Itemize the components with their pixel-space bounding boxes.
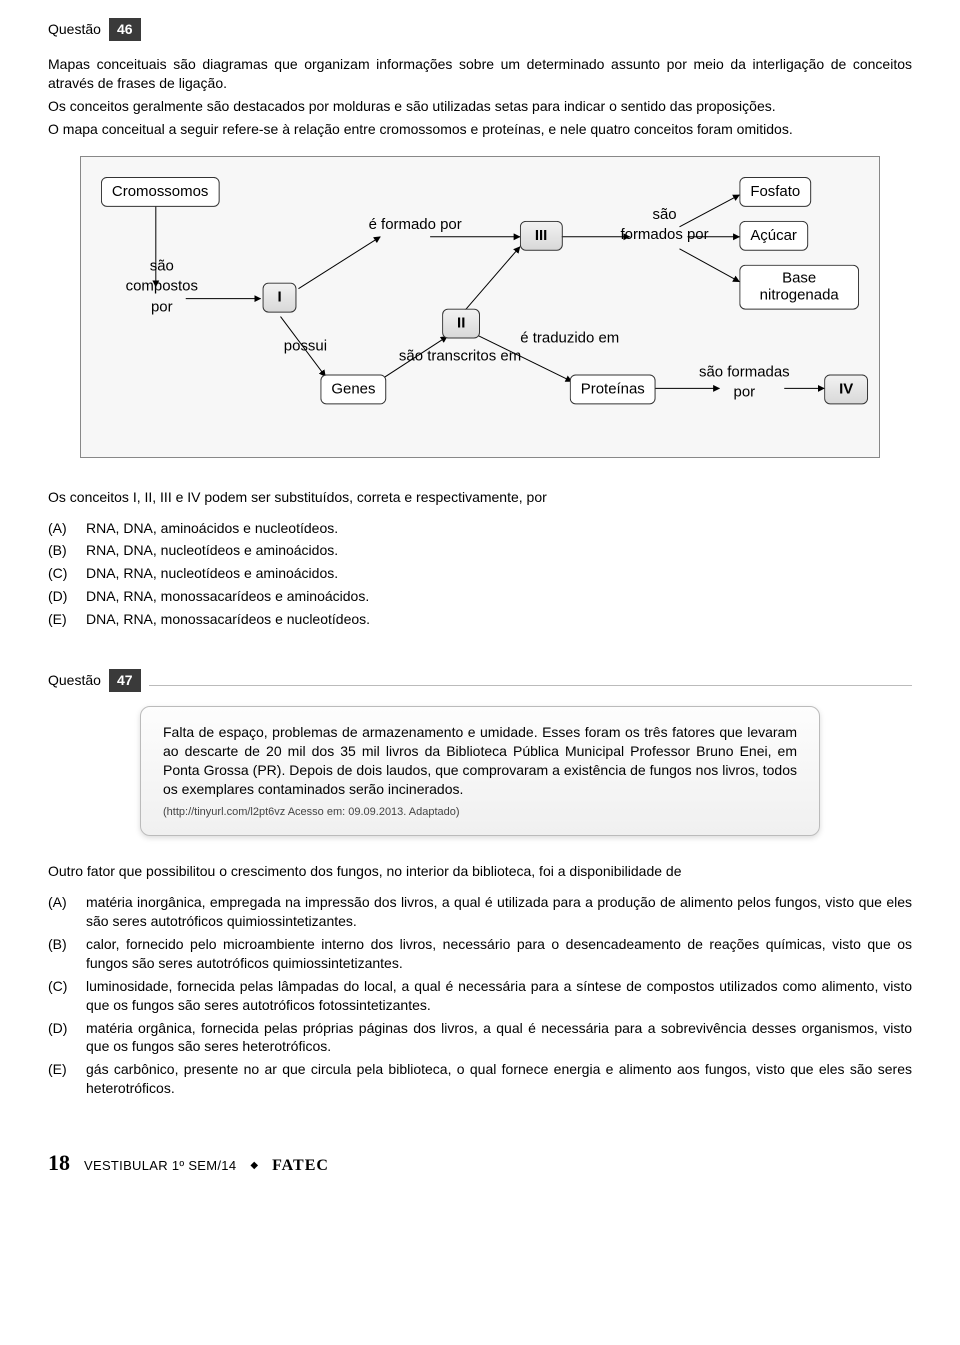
node-base: Base nitrogenada bbox=[739, 265, 859, 309]
node-proteinas: Proteínas bbox=[570, 375, 656, 405]
node-genes: Genes bbox=[320, 375, 386, 405]
node-III: III bbox=[520, 221, 562, 251]
footer-text: VESTIBULAR 1º SEM/14 bbox=[84, 1157, 236, 1175]
node-IV: IV bbox=[824, 375, 868, 405]
option-letter: (E) bbox=[48, 610, 76, 629]
option-text: matéria inorgânica, empregada na impress… bbox=[86, 893, 912, 931]
option-text: calor, fornecido pelo microambiente inte… bbox=[86, 935, 912, 973]
option-letter: (C) bbox=[48, 977, 76, 1015]
question-header-47: Questão 47 bbox=[48, 669, 912, 692]
question-47-prompt: Outro fator que possibilitou o crescimen… bbox=[48, 862, 912, 881]
question-46-prompt: Os conceitos I, II, III e IV podem ser s… bbox=[48, 488, 912, 507]
option-letter: (D) bbox=[48, 587, 76, 606]
edge-traduzido: é traduzido em bbox=[500, 329, 640, 349]
question-47-quote: Falta de espaço, problemas de armazename… bbox=[140, 706, 820, 836]
quote-source: (http://tinyurl.com/l2pt6vz Acesso em: 0… bbox=[163, 805, 797, 820]
node-fosfato: Fosfato bbox=[739, 177, 811, 207]
option-letter: (E) bbox=[48, 1060, 76, 1098]
question-number: 47 bbox=[109, 669, 141, 692]
page-footer: 18 VESTIBULAR 1º SEM/14 ◆ FATEC bbox=[48, 1148, 912, 1178]
option-text: luminosidade, fornecida pelas lâmpadas d… bbox=[86, 977, 912, 1015]
question-46-stem: Mapas conceituais são diagramas que orga… bbox=[48, 55, 912, 139]
option-text: RNA, DNA, aminoácidos e nucleotídeos. bbox=[86, 519, 912, 538]
option-text: DNA, RNA, nucleotídeos e aminoácidos. bbox=[86, 564, 912, 583]
node-II: II bbox=[442, 309, 480, 339]
option-row: (E) gás carbônico, presente no ar que cir… bbox=[48, 1060, 912, 1098]
edge-formado: é formado por bbox=[350, 215, 480, 235]
quote-text: Falta de espaço, problemas de armazename… bbox=[163, 723, 797, 799]
option-text: matéria orgânica, fornecida pelas própri… bbox=[86, 1019, 912, 1057]
option-row: (D) DNA, RNA, monossacarídeos e aminoácid… bbox=[48, 587, 912, 606]
option-row: (A) matéria inorgânica, empregada na impr… bbox=[48, 893, 912, 931]
option-row: (B) RNA, DNA, nucleotídeos e aminoácidos. bbox=[48, 541, 912, 560]
option-letter: (A) bbox=[48, 893, 76, 931]
stem-line: O mapa conceitual a seguir refere-se à r… bbox=[48, 120, 912, 139]
option-row: (A) RNA, DNA, aminoácidos e nucleotídeos. bbox=[48, 519, 912, 538]
option-row: (E) DNA, RNA, monossacarídeos e nucleotíd… bbox=[48, 610, 912, 629]
footer-diamond-icon: ◆ bbox=[250, 1159, 258, 1173]
option-text: DNA, RNA, monossacarídeos e nucleotídeos… bbox=[86, 610, 912, 629]
question-label: Questão bbox=[48, 20, 101, 39]
question-label: Questão bbox=[48, 671, 101, 690]
option-text: DNA, RNA, monossacarídeos e aminoácidos. bbox=[86, 587, 912, 606]
edge-compostos: são compostos por bbox=[117, 257, 207, 317]
edge-possui: possui bbox=[271, 337, 341, 357]
node-cromossomos: Cromossomos bbox=[101, 177, 219, 207]
question-number: 46 bbox=[109, 18, 141, 41]
page-number: 18 bbox=[48, 1148, 70, 1178]
node-I: I bbox=[263, 283, 297, 313]
option-row: (B) calor, fornecido pelo microambiente i… bbox=[48, 935, 912, 973]
option-letter: (B) bbox=[48, 541, 76, 560]
stem-line: Mapas conceituais são diagramas que orga… bbox=[48, 55, 912, 93]
edge-formadas: são formadas por bbox=[694, 363, 794, 403]
option-row: (C) luminosidade, fornecida pelas lâmpada… bbox=[48, 977, 912, 1015]
option-letter: (C) bbox=[48, 564, 76, 583]
stem-line: Os conceitos geralmente são destacados p… bbox=[48, 97, 912, 116]
option-row: (D) matéria orgânica, fornecida pelas pró… bbox=[48, 1019, 912, 1057]
question-47-options: (A) matéria inorgânica, empregada na impr… bbox=[48, 893, 912, 1098]
option-text: RNA, DNA, nucleotídeos e aminoácidos. bbox=[86, 541, 912, 560]
option-text: gás carbônico, presente no ar que circul… bbox=[86, 1060, 912, 1098]
option-row: (C) DNA, RNA, nucleotídeos e aminoácidos. bbox=[48, 564, 912, 583]
question-46-options: (A) RNA, DNA, aminoácidos e nucleotídeos.… bbox=[48, 519, 912, 629]
option-letter: (A) bbox=[48, 519, 76, 538]
option-letter: (D) bbox=[48, 1019, 76, 1057]
option-letter: (B) bbox=[48, 935, 76, 973]
node-acucar: Açúcar bbox=[739, 221, 808, 251]
concept-map-diagram: Cromossomos Fosfato Açúcar Base nitrogen… bbox=[80, 156, 880, 457]
footer-brand: FATEC bbox=[272, 1155, 329, 1177]
question-header-46: Questão 46 bbox=[48, 18, 912, 41]
concept-map-svg: Cromossomos Fosfato Açúcar Base nitrogen… bbox=[81, 157, 879, 456]
header-rule bbox=[149, 685, 912, 686]
edge-formados: são formados por bbox=[620, 205, 710, 245]
